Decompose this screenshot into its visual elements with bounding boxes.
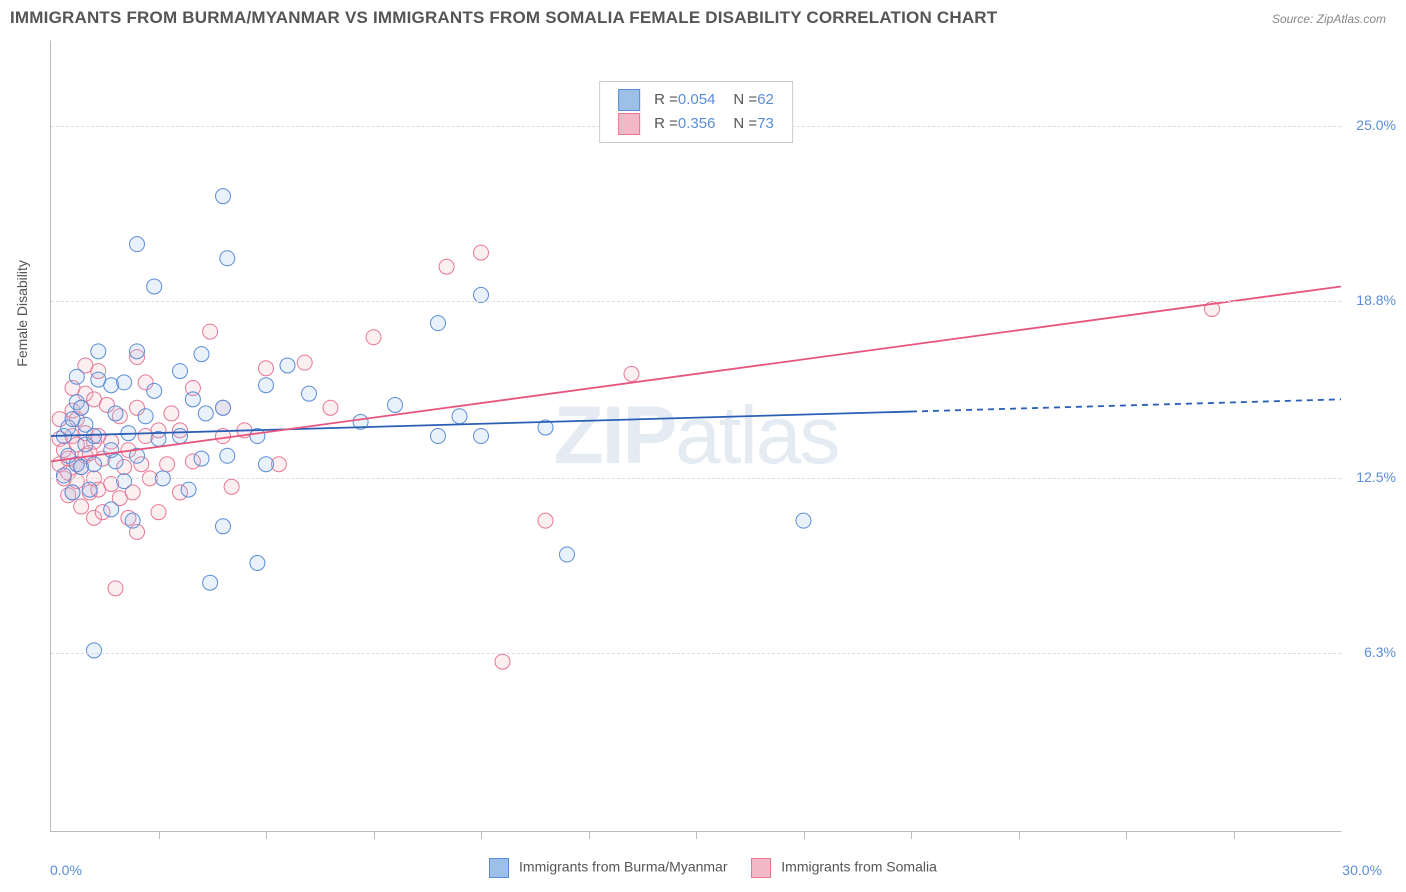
r-value-blue: 0.054 bbox=[678, 88, 716, 112]
y-axis-label: Female Disability bbox=[14, 260, 30, 367]
y-tick-label: 6.3% bbox=[1364, 644, 1396, 660]
scatter-svg bbox=[51, 41, 1341, 831]
series-legend: Immigrants from Burma/Myanmar Immigrants… bbox=[0, 858, 1406, 878]
r-label: R = bbox=[654, 112, 678, 136]
n-label: N = bbox=[733, 88, 757, 112]
chart-title: IMMIGRANTS FROM BURMA/MYANMAR VS IMMIGRA… bbox=[10, 8, 997, 28]
legend-swatch-pink-icon bbox=[618, 113, 640, 135]
n-value-pink: 73 bbox=[757, 112, 774, 136]
legend-label-blue: Immigrants from Burma/Myanmar bbox=[519, 859, 727, 875]
legend-swatch-blue-icon bbox=[489, 858, 509, 878]
n-label: N = bbox=[733, 112, 757, 136]
correlation-legend-row-pink: R = 0.356 N = 73 bbox=[618, 112, 774, 136]
y-tick-label: 18.8% bbox=[1356, 292, 1396, 308]
correlation-legend-row-blue: R = 0.054 N = 62 bbox=[618, 88, 774, 112]
chart-container: IMMIGRANTS FROM BURMA/MYANMAR VS IMMIGRA… bbox=[0, 0, 1406, 892]
chart-plot-area: ZIPatlas R = 0.054 N = 62 R = 0.356 N = … bbox=[50, 40, 1342, 832]
r-label: R = bbox=[654, 88, 678, 112]
source-attribution: Source: ZipAtlas.com bbox=[1272, 12, 1386, 26]
correlation-legend: R = 0.054 N = 62 R = 0.356 N = 73 bbox=[599, 81, 793, 143]
y-tick-label: 12.5% bbox=[1356, 469, 1396, 485]
y-tick-label: 25.0% bbox=[1356, 117, 1396, 133]
legend-label-pink: Immigrants from Somalia bbox=[781, 859, 937, 875]
legend-swatch-pink-icon bbox=[751, 858, 771, 878]
n-value-blue: 62 bbox=[757, 88, 774, 112]
legend-swatch-blue-icon bbox=[618, 89, 640, 111]
r-value-pink: 0.356 bbox=[678, 112, 716, 136]
